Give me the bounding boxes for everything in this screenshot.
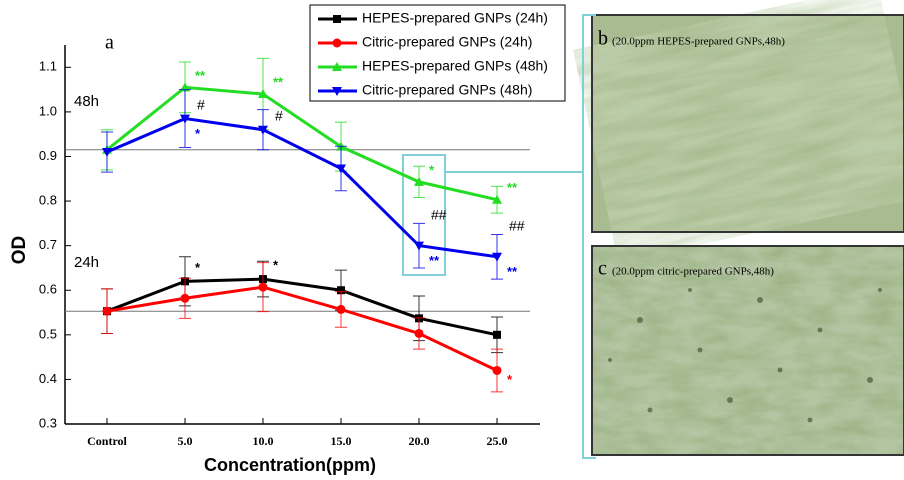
marker bbox=[180, 293, 190, 303]
x-axis-title: Concentration(ppm) bbox=[204, 455, 376, 475]
reference-label: 48h bbox=[74, 93, 99, 110]
marker bbox=[414, 328, 424, 338]
x-tick-label: Control bbox=[87, 434, 127, 448]
significance: * bbox=[273, 258, 279, 273]
marker bbox=[258, 282, 268, 292]
hash-annotation: # bbox=[275, 107, 283, 123]
panel-label: a bbox=[105, 32, 114, 54]
x-tick-label: 20.0 bbox=[409, 434, 430, 448]
y-tick-label: 0.6 bbox=[39, 282, 57, 297]
significance: * bbox=[429, 162, 435, 177]
x-tick-label: 10.0 bbox=[253, 434, 274, 448]
x-tick-label: 5.0 bbox=[178, 434, 193, 448]
y-tick-label: 0.7 bbox=[39, 237, 57, 252]
marker bbox=[492, 194, 502, 204]
marker bbox=[258, 89, 268, 99]
y-tick-label: 1.0 bbox=[39, 103, 57, 118]
legend-label: HEPES-prepared GNPs (48h) bbox=[362, 58, 548, 74]
marker bbox=[102, 148, 112, 158]
marker bbox=[332, 38, 342, 48]
marker bbox=[258, 125, 268, 135]
y-tick-label: 1.1 bbox=[39, 59, 57, 74]
panel-c: c (20.0ppm citric-prepared GNPs,48h) bbox=[591, 245, 904, 456]
marker bbox=[336, 304, 346, 314]
x-tick-label: 15.0 bbox=[331, 434, 352, 448]
y-tick-label: 0.3 bbox=[39, 415, 57, 430]
significance: * bbox=[195, 126, 201, 141]
marker bbox=[493, 330, 501, 339]
marker bbox=[332, 87, 342, 96]
series-line bbox=[106, 117, 498, 259]
panel-b: b (20.0ppm HEPES-prepared GNPs,48h) bbox=[572, 0, 904, 263]
legend-label: Citric-prepared GNPs (24h) bbox=[362, 34, 532, 50]
significance: ** bbox=[195, 68, 206, 83]
y-axis-title: OD bbox=[9, 236, 30, 265]
significance: * bbox=[195, 260, 201, 275]
legend bbox=[309, 4, 566, 102]
legend-label: HEPES-prepared GNPs (24h) bbox=[362, 10, 548, 26]
panel-caption: (20.0ppm citric-prepared GNPs,48h) bbox=[612, 266, 774, 278]
marker bbox=[102, 306, 112, 316]
marker bbox=[180, 114, 190, 124]
marker bbox=[492, 365, 502, 375]
panel-label: b bbox=[598, 28, 608, 50]
reference-label: 24h bbox=[74, 254, 99, 271]
significance: * bbox=[507, 372, 513, 387]
legend-label: Citric-prepared GNPs (48h) bbox=[362, 82, 532, 98]
series-line bbox=[106, 277, 498, 337]
series-line bbox=[106, 85, 498, 202]
marker bbox=[492, 252, 502, 262]
significance: ** bbox=[507, 180, 518, 195]
panel-label: c bbox=[598, 258, 607, 280]
y-tick-label: 0.9 bbox=[39, 148, 57, 163]
x-tick-label: 25.0 bbox=[487, 434, 508, 448]
panel-caption: (20.0ppm HEPES-prepared GNPs,48h) bbox=[612, 36, 785, 48]
hash-annotation: # bbox=[197, 96, 205, 112]
y-tick-label: 0.5 bbox=[39, 326, 57, 341]
significance: ** bbox=[273, 74, 284, 89]
y-tick-label: 0.8 bbox=[39, 192, 57, 207]
marker bbox=[414, 241, 424, 251]
hash-annotation: ## bbox=[509, 217, 525, 233]
marker bbox=[336, 164, 346, 174]
significance: ** bbox=[507, 264, 518, 279]
significance: ** bbox=[429, 253, 440, 268]
marker bbox=[337, 286, 345, 295]
marker bbox=[333, 15, 341, 23]
callout bbox=[402, 14, 596, 459]
series-line bbox=[106, 285, 498, 372]
marker bbox=[414, 176, 424, 186]
marker bbox=[332, 62, 342, 71]
hash-annotation: ## bbox=[431, 206, 447, 222]
y-tick-label: 0.4 bbox=[39, 371, 57, 386]
